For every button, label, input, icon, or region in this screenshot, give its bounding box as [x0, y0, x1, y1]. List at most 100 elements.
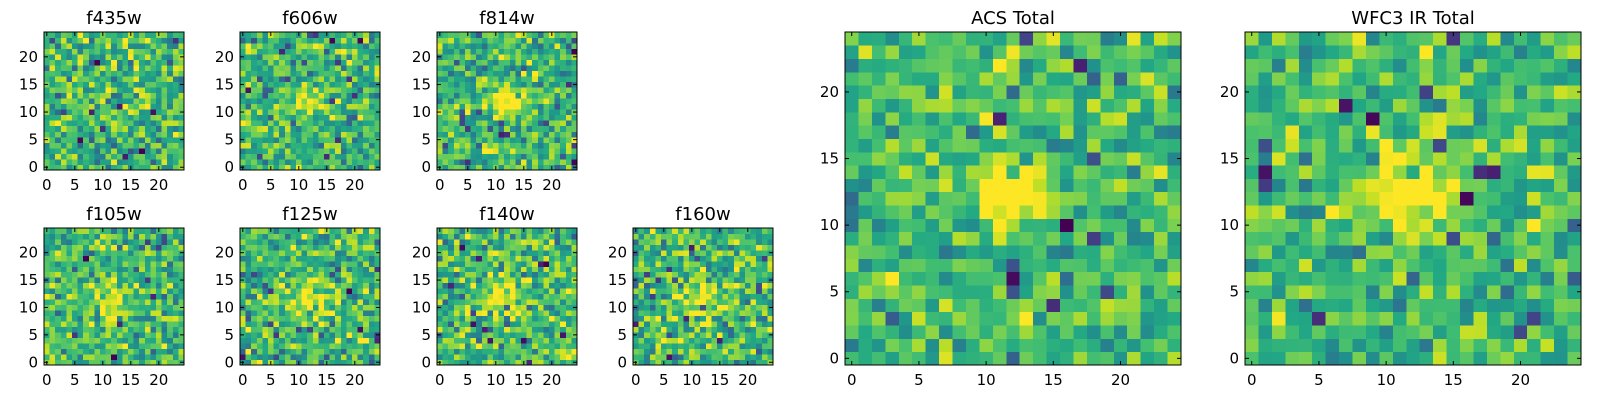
heatmap-cell — [565, 109, 572, 116]
heatmap-cell — [655, 238, 662, 245]
heatmap-cell — [105, 244, 112, 251]
heatmap-cell — [161, 249, 168, 256]
heatmap-cell — [442, 87, 449, 94]
heatmap-cell — [565, 260, 572, 267]
x-tick-label: 15 — [121, 371, 140, 389]
heatmap-cell — [116, 76, 123, 83]
heatmap-cell — [251, 43, 258, 49]
heatmap-cell — [357, 120, 364, 127]
heatmap-cell — [262, 282, 269, 289]
heatmap-cell — [340, 359, 347, 366]
heatmap-cell — [167, 147, 174, 154]
heatmap-cell — [55, 266, 62, 273]
heatmap-cell — [1060, 271, 1074, 286]
heatmap-cell — [526, 59, 533, 66]
heatmap-cell — [133, 131, 140, 138]
heatmap-cell — [240, 238, 246, 245]
heatmap-cell — [301, 332, 308, 338]
heatmap-cell — [537, 238, 544, 245]
heatmap-cell — [318, 114, 325, 121]
heatmap-cell — [459, 326, 466, 333]
heatmap-cell — [88, 48, 95, 55]
heatmap-cell — [340, 131, 347, 138]
heatmap-cell — [965, 178, 980, 193]
heatmap-cell — [733, 326, 740, 333]
heatmap-cell — [352, 153, 358, 160]
heatmap-cell — [992, 311, 1007, 326]
heatmap-cell — [128, 266, 134, 273]
heatmap-cell — [515, 59, 522, 66]
heatmap-cell — [470, 326, 477, 333]
heatmap-cell — [925, 338, 940, 353]
heatmap-cell — [1006, 191, 1021, 206]
heatmap-cell — [279, 244, 286, 251]
heatmap-cell — [898, 271, 913, 286]
heatmap-cell — [1154, 218, 1168, 233]
heatmap-cell — [571, 315, 578, 322]
heatmap-cell — [245, 120, 252, 127]
heatmap-cell — [1060, 298, 1074, 313]
heatmap-cell — [363, 288, 370, 295]
heatmap-cell — [352, 271, 358, 278]
heatmap-cell — [284, 233, 291, 240]
heatmap-cell — [312, 81, 319, 88]
heatmap-cell — [340, 332, 347, 338]
heatmap-cell — [307, 136, 314, 143]
heatmap-cell — [49, 81, 56, 88]
heatmap-cell — [498, 271, 505, 278]
heatmap-cell — [885, 231, 900, 246]
heatmap-cell — [509, 337, 516, 344]
heatmap-cell — [374, 315, 381, 322]
heatmap-cell — [481, 359, 488, 366]
heatmap-cell — [711, 277, 718, 284]
heatmap-cell — [357, 114, 364, 121]
heatmap-cell — [256, 158, 263, 165]
heatmap-cell — [481, 43, 488, 49]
heatmap-cell — [301, 65, 308, 72]
heatmap-cell — [448, 266, 455, 273]
heatmap-cell — [437, 59, 443, 66]
heatmap-cell — [268, 249, 274, 256]
heatmap-cell — [504, 32, 511, 38]
heatmap-cell — [301, 43, 308, 49]
heatmap-cell — [307, 315, 314, 322]
heatmap-cell — [705, 348, 712, 355]
heatmap-cell — [172, 228, 179, 234]
heatmap-cell — [1073, 338, 1088, 353]
heatmap-cell — [111, 271, 118, 278]
heatmap-cell — [672, 337, 679, 344]
heatmap-cell — [44, 255, 50, 262]
heatmap-cell — [481, 142, 488, 149]
heatmap-cell — [1127, 298, 1142, 313]
heatmap-cell — [88, 348, 95, 355]
heatmap-cell — [77, 271, 84, 278]
heatmap-cell — [156, 103, 162, 110]
heatmap-cell — [554, 136, 561, 143]
heatmap-cell — [122, 255, 129, 262]
heatmap-cell — [537, 59, 544, 66]
heatmap-cell — [728, 310, 735, 317]
heatmap-cell — [509, 282, 516, 289]
heatmap-cell — [178, 310, 185, 317]
heatmap-cell — [167, 359, 174, 366]
heatmap-cell — [296, 255, 302, 262]
x-tick-label: 10 — [486, 176, 505, 194]
heatmap-cell — [448, 249, 455, 256]
heatmap-cell — [172, 359, 179, 366]
heatmap-cell — [273, 59, 280, 66]
heatmap-cell — [1073, 245, 1088, 259]
heatmap-cell — [128, 120, 134, 127]
heatmap-cell — [122, 288, 129, 295]
heatmap-cell — [178, 326, 185, 333]
heatmap-cell — [526, 277, 533, 284]
heatmap-cell — [279, 293, 286, 300]
heatmap-cell — [644, 315, 651, 322]
heatmap-cell — [245, 282, 252, 289]
heatmap-cell — [368, 310, 375, 317]
heatmap-cell — [689, 348, 695, 355]
heatmap-cell — [122, 310, 129, 317]
heatmap-cell — [105, 65, 112, 72]
heatmap-cell — [49, 125, 56, 132]
heatmap-cell — [363, 125, 370, 132]
heatmap-cell — [761, 310, 768, 317]
